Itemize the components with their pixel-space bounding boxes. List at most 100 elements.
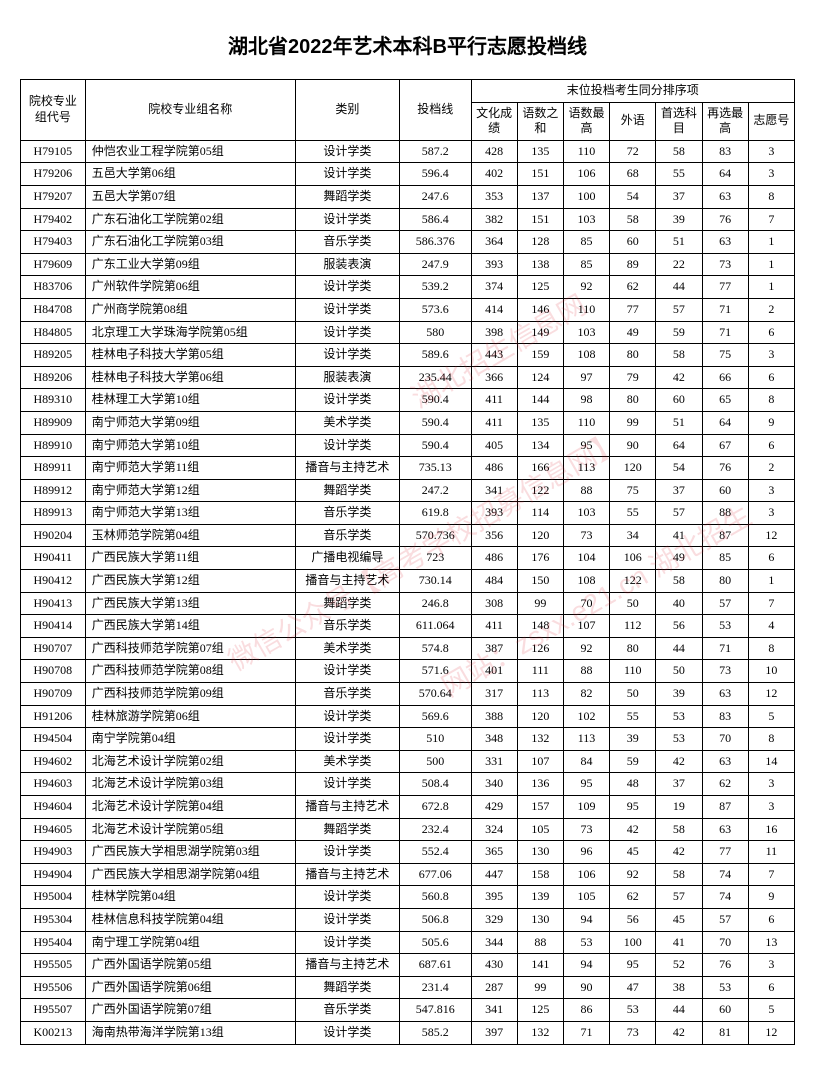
cell-code: H94504	[21, 728, 86, 751]
cell-value: 80	[610, 637, 656, 660]
cell-value: 105	[517, 818, 563, 841]
table-row: K00213海南热带海洋学院第13组设计学类585.23971327173428…	[21, 1021, 795, 1044]
table-row: H90414广西民族大学第14组音乐学类611.0644111481071125…	[21, 615, 795, 638]
cell-value: 114	[517, 502, 563, 525]
cell-value: 70	[702, 728, 748, 751]
cell-value: 364	[471, 231, 517, 254]
cell-value: 6	[748, 547, 794, 570]
cell-value: 3	[748, 140, 794, 163]
cell-value: 6	[748, 976, 794, 999]
cell-score: 500	[399, 750, 471, 773]
table-row: H90204玉林师范学院第04组音乐学类570.7363561207334418…	[21, 524, 795, 547]
cell-value: 99	[610, 411, 656, 434]
cell-category: 播音与主持艺术	[295, 457, 399, 480]
cell-value: 57	[656, 502, 702, 525]
table-row: H79206五邑大学第06组设计学类596.44021511066855643	[21, 163, 795, 186]
col-code: 院校专业组代号	[21, 80, 86, 141]
cell-value: 3	[748, 502, 794, 525]
cell-score: 232.4	[399, 818, 471, 841]
cell-value: 60	[610, 231, 656, 254]
table-row: H94605北海艺术设计学院第05组舞蹈学类232.43241057342586…	[21, 818, 795, 841]
col-sum2: 语数之和	[517, 102, 563, 140]
cell-name: 广西民族大学第14组	[85, 615, 295, 638]
cell-name: 海南热带海洋学院第13组	[85, 1021, 295, 1044]
cell-value: 67	[702, 434, 748, 457]
cell-value: 99	[517, 976, 563, 999]
cell-value: 58	[656, 863, 702, 886]
cell-value: 132	[517, 1021, 563, 1044]
cell-value: 486	[471, 457, 517, 480]
cell-value: 411	[471, 615, 517, 638]
cell-value: 73	[702, 253, 748, 276]
cell-value: 5	[748, 999, 794, 1022]
cell-value: 374	[471, 276, 517, 299]
cell-score: 619.8	[399, 502, 471, 525]
cell-value: 53	[610, 999, 656, 1022]
cell-value: 92	[563, 276, 609, 299]
cell-code: H95505	[21, 954, 86, 977]
cell-value: 128	[517, 231, 563, 254]
cell-name: 南宁理工学院第04组	[85, 931, 295, 954]
cell-code: H89912	[21, 479, 86, 502]
cell-value: 71	[563, 1021, 609, 1044]
cell-value: 63	[702, 818, 748, 841]
cell-value: 166	[517, 457, 563, 480]
cell-score: 735.13	[399, 457, 471, 480]
cell-value: 124	[517, 366, 563, 389]
cell-code: H89205	[21, 344, 86, 367]
cell-category: 音乐学类	[295, 999, 399, 1022]
table-row: H90412广西民族大学第12组播音与主持艺术730.1448415010812…	[21, 570, 795, 593]
cell-value: 58	[610, 208, 656, 231]
cell-value: 96	[563, 841, 609, 864]
cell-category: 播音与主持艺术	[295, 570, 399, 593]
cell-category: 设计学类	[295, 276, 399, 299]
cell-value: 12	[748, 1021, 794, 1044]
cell-value: 94	[563, 908, 609, 931]
cell-value: 71	[702, 637, 748, 660]
cell-name: 广西外国语学院第05组	[85, 954, 295, 977]
cell-value: 1	[748, 253, 794, 276]
cell-value: 388	[471, 705, 517, 728]
cell-value: 73	[610, 1021, 656, 1044]
cell-value: 94	[563, 954, 609, 977]
cell-category: 舞蹈学类	[295, 185, 399, 208]
cell-value: 51	[656, 231, 702, 254]
cell-category: 美术学类	[295, 411, 399, 434]
cell-value: 341	[471, 479, 517, 502]
cell-value: 53	[702, 615, 748, 638]
cell-value: 76	[702, 457, 748, 480]
cell-code: H95507	[21, 999, 86, 1022]
cell-code: H90413	[21, 592, 86, 615]
cell-value: 59	[656, 321, 702, 344]
col-rehigh: 再选最高	[702, 102, 748, 140]
cell-name: 桂林信息科技学院第04组	[85, 908, 295, 931]
cell-value: 10	[748, 660, 794, 683]
cell-code: H89913	[21, 502, 86, 525]
cell-value: 39	[656, 208, 702, 231]
table-row: H94604北海艺术设计学院第04组播音与主持艺术672.84291571099…	[21, 796, 795, 819]
table-row: H89911南宁师范大学第11组播音与主持艺术735.1348616611312…	[21, 457, 795, 480]
cell-value: 55	[610, 705, 656, 728]
cell-value: 137	[517, 185, 563, 208]
cell-name: 广西民族大学第13组	[85, 592, 295, 615]
cell-value: 12	[748, 524, 794, 547]
col-first: 首选科目	[656, 102, 702, 140]
cell-category: 播音与主持艺术	[295, 796, 399, 819]
cell-value: 75	[702, 344, 748, 367]
cell-value: 44	[656, 999, 702, 1022]
cell-value: 71	[702, 321, 748, 344]
cell-value: 64	[656, 434, 702, 457]
cell-value: 340	[471, 773, 517, 796]
cell-value: 9	[748, 411, 794, 434]
cell-category: 服装表演	[295, 366, 399, 389]
cell-value: 1	[748, 570, 794, 593]
cell-value: 66	[702, 366, 748, 389]
cell-value: 92	[610, 863, 656, 886]
cell-value: 105	[563, 886, 609, 909]
cell-value: 112	[610, 615, 656, 638]
cell-name: 北京理工大学珠海学院第05组	[85, 321, 295, 344]
cell-value: 37	[656, 185, 702, 208]
cell-score: 539.2	[399, 276, 471, 299]
cell-value: 139	[517, 886, 563, 909]
cell-value: 107	[563, 615, 609, 638]
